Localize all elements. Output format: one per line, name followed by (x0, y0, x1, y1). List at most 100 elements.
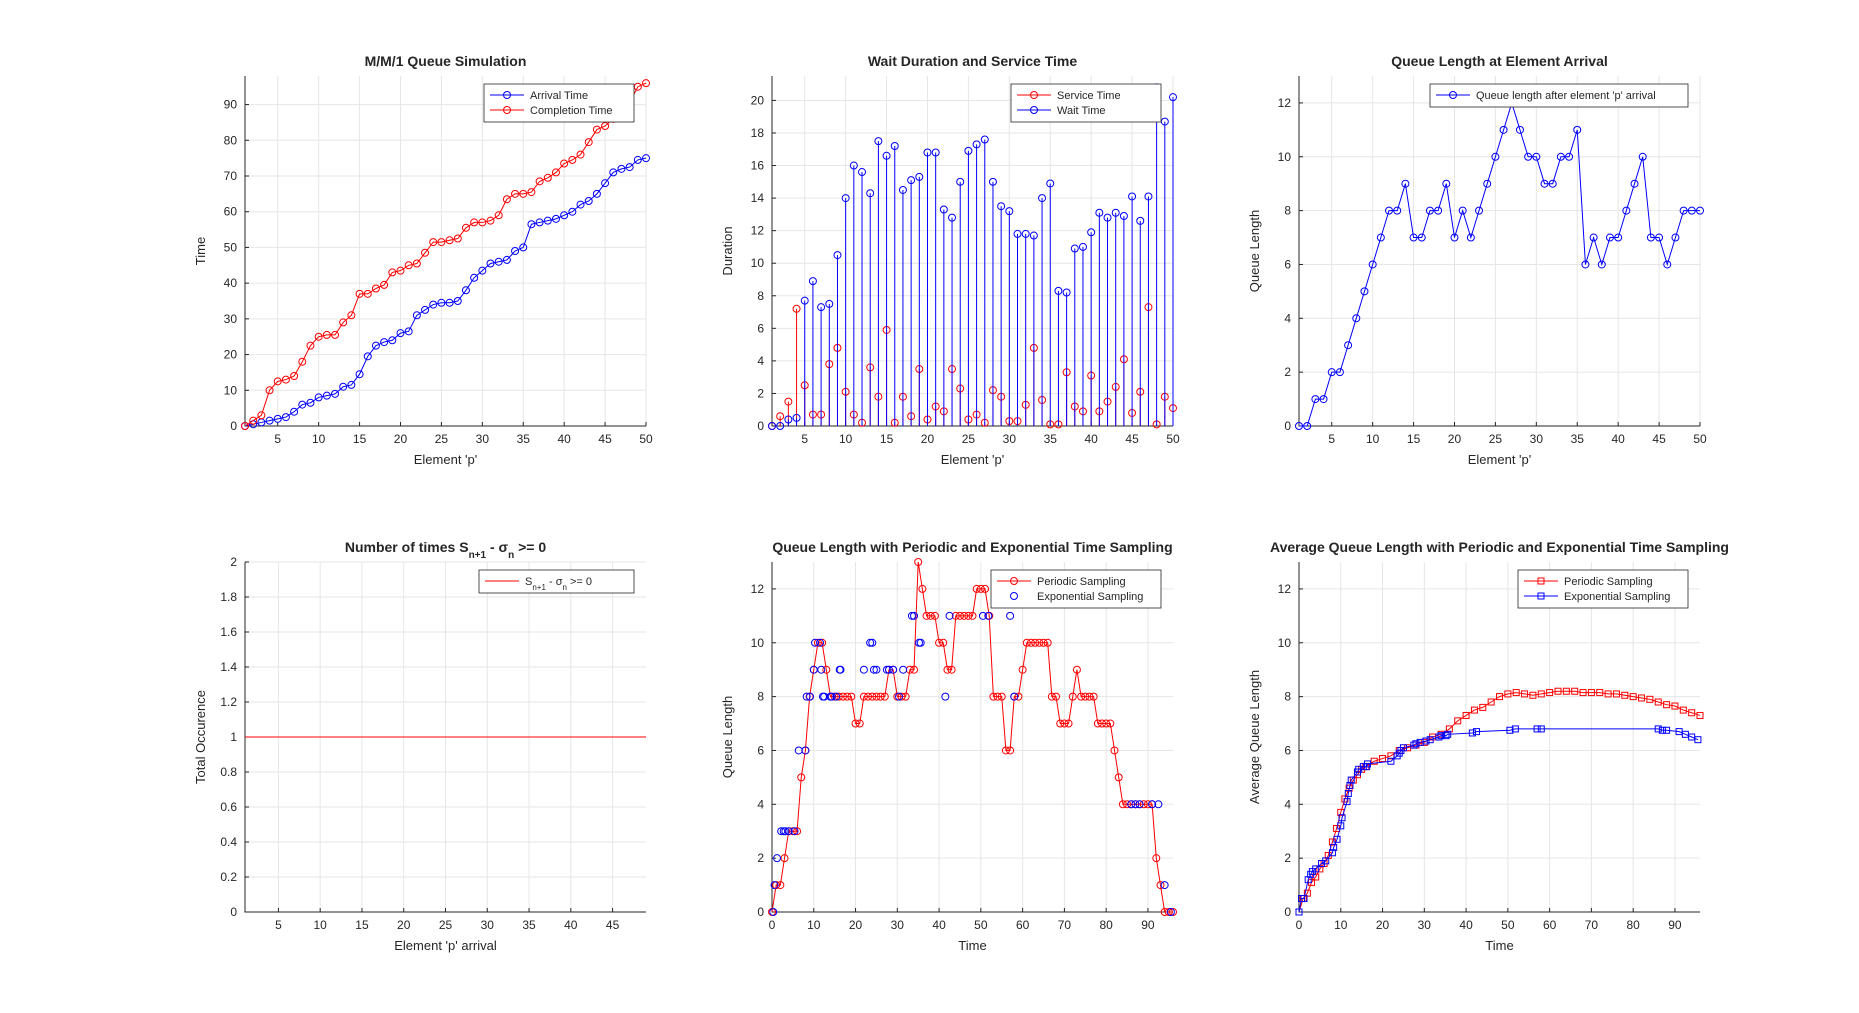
series-completion-time-point (421, 248, 430, 257)
series-periodic-sampling-point (1496, 693, 1503, 701)
series-periodic-sampling-point (1160, 908, 1169, 916)
series-completion-time-point (396, 266, 405, 275)
series-periodic-sampling-point (1529, 691, 1537, 699)
series-arrival-time-point (494, 257, 503, 266)
series-arrival-time-point (453, 297, 462, 305)
series-exponential-sampling-point (1337, 822, 1345, 830)
series-periodic-sampling-point (1370, 757, 1378, 765)
series-periodic-sampling-point (1006, 746, 1015, 755)
series-exponential-sampling-point (1343, 798, 1351, 806)
series-queue-length-after-element-p-arrival-point (1393, 206, 1402, 215)
series-exponential-sampling-point (817, 665, 826, 674)
series-service-time-point (784, 397, 793, 406)
x-tick-label: 5 (1328, 432, 1335, 446)
series-completion-time-point (306, 341, 315, 350)
series-arrival-time-point (543, 216, 552, 225)
legend-label: Exponential Sampling (1037, 591, 1143, 603)
legend-box (1517, 569, 1689, 609)
x-tick-label: 35 (522, 918, 536, 932)
series-completion-time-point (461, 223, 470, 232)
series-periodic-sampling-point (1018, 665, 1027, 674)
series-completion-time-point (322, 330, 331, 339)
series-queue-length-after-element-p-arrival-point (1295, 422, 1303, 430)
series-wait-time-point (833, 251, 842, 260)
series-completion-time-point (331, 330, 340, 339)
series-exponential-sampling-point (1347, 776, 1355, 784)
x-tick-label: 45 (598, 432, 612, 446)
series-exponential-sampling-point (945, 611, 954, 620)
x-tick-label: 30 (476, 432, 490, 446)
series-periodic-sampling-point (1152, 854, 1161, 863)
series-exponential-sampling-point (1344, 790, 1352, 798)
y-tick-label: 20 (224, 348, 238, 362)
series-arrival-time-point (511, 247, 520, 255)
x-tick-label: 0 (1296, 918, 1303, 932)
series-arrival-time-point (306, 398, 315, 407)
series-periodic-sampling-point (780, 854, 789, 863)
legend-marker (1537, 577, 1545, 585)
chart-1: 5 10 15 20 25 30 35 40 45 50 0 10 20 30 40 50 60 70 80 90 El… (193, 53, 653, 467)
x-tick-label: 25 (439, 918, 453, 932)
series-completion-time-point (527, 188, 536, 197)
series-arrival-time-point (535, 218, 544, 227)
y-tick-label: 0 (230, 419, 237, 433)
series-arrival-time-point (461, 286, 470, 295)
series-periodic-sampling-point (1060, 719, 1069, 728)
series-queue-length-after-element-p-arrival-point (1450, 233, 1459, 242)
legend-marker (1030, 106, 1038, 114)
x-tick-label: 45 (1125, 432, 1139, 446)
legend-box (478, 569, 635, 594)
series-wait-time-point (800, 296, 809, 305)
y-tick-label: 40 (224, 276, 238, 290)
series-wait-time-point (890, 142, 899, 150)
series-exponential-sampling-point (1658, 726, 1666, 734)
y-tick-label: 0 (757, 419, 764, 433)
legend: Periodic Sampling Exponential Sampling (1517, 569, 1689, 609)
series-completion-time-point (486, 216, 495, 225)
series-arrival-time-point (273, 414, 282, 423)
series-periodic-sampling-point (1487, 698, 1495, 706)
series-completion-time-point (412, 259, 421, 268)
series-exponential-sampling-point (801, 746, 810, 755)
series-exponential-sampling-point (884, 665, 893, 674)
series-exponential-sampling-point (1312, 865, 1320, 873)
series-completion-time-point (265, 386, 274, 395)
legend-label: Periodic Sampling (1037, 576, 1126, 588)
series-wait-time-point (980, 135, 989, 144)
series-periodic-sampling-point (797, 773, 806, 782)
series-periodic-sampling-point (897, 692, 906, 701)
series-exponential-sampling-point (869, 665, 878, 674)
series-periodic-sampling-point (851, 719, 860, 728)
series-periodic-sampling-point (1072, 665, 1081, 674)
series-exponential-sampling-point (1387, 757, 1395, 765)
series-exponential-sampling-point (769, 908, 778, 916)
series-completion-time-point (453, 234, 462, 243)
series-queue-length-after-element-p-arrival-point (1360, 287, 1369, 296)
series-wait-time-point (874, 137, 883, 146)
series-arrival-time-point (412, 311, 421, 320)
x-tick-label: 30 (1530, 432, 1544, 446)
series-arrival-time-point (404, 327, 413, 336)
series-queue-length-after-element-p-arrival-point (1696, 206, 1704, 215)
series-wait-time-point (1128, 192, 1137, 201)
legend-label-part: S (525, 576, 532, 588)
series-queue-length-after-element-p-arrival-point (1540, 179, 1549, 188)
series-wait-time-point (817, 303, 826, 312)
y-tick-label: 10 (224, 383, 238, 397)
series-layer (241, 79, 650, 430)
y-axis-label: Queue Length (1247, 210, 1262, 292)
series-periodic-sampling-point (930, 611, 939, 620)
series-arrival-time-point (527, 220, 536, 229)
series-completion-time-point (568, 155, 577, 164)
x-tick-label: 10 (314, 918, 328, 932)
series-exponential-sampling-point (1437, 732, 1445, 740)
plot-area (1299, 562, 1700, 912)
series-periodic-sampling-point (1629, 693, 1637, 701)
series-wait-time-point (1119, 212, 1128, 220)
y-tick-label: 10 (1278, 636, 1292, 650)
series-periodic-sampling-point (1646, 695, 1654, 703)
series-queue-length-after-element-p-arrival-point (1614, 233, 1623, 242)
series-completion-time-point (314, 332, 323, 341)
series-wait-time-point (956, 177, 965, 186)
